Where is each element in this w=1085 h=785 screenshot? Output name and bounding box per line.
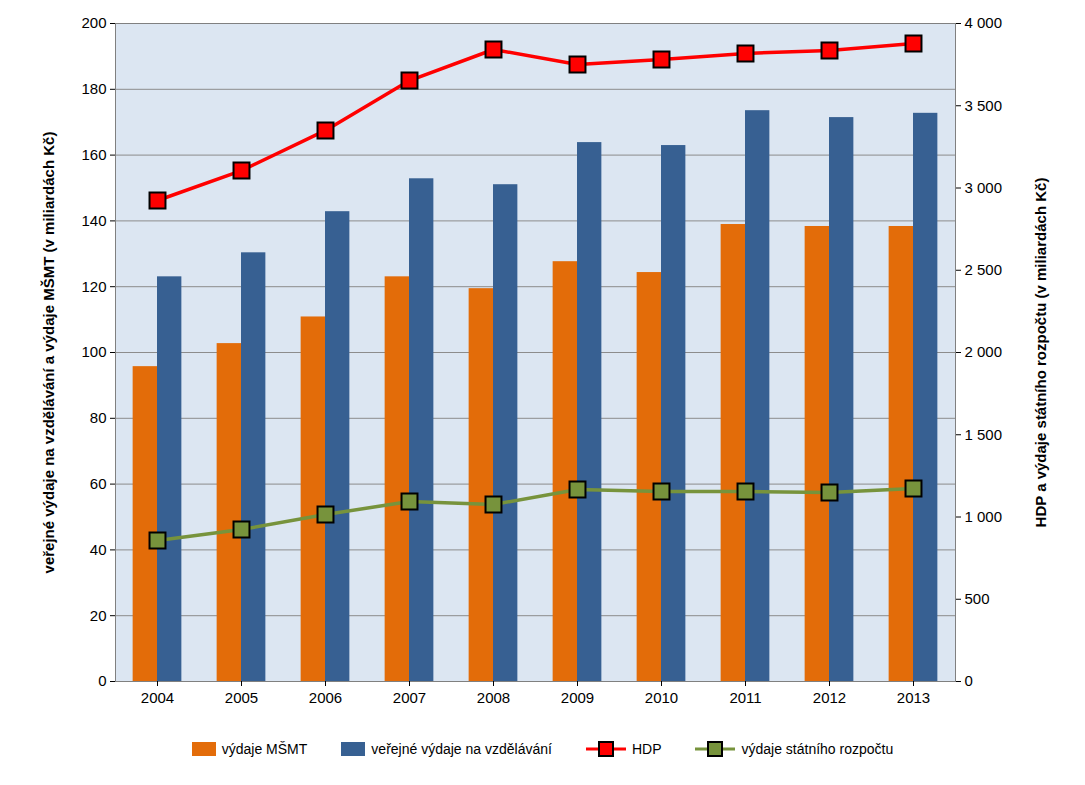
svg-text:2008: 2008: [477, 689, 510, 706]
svg-text:2004: 2004: [141, 689, 174, 706]
svg-text:veřejné výdaje na vzdělávání a: veřejné výdaje na vzdělávání a výdaje MŠ…: [40, 132, 57, 574]
svg-text:80: 80: [90, 409, 107, 426]
svg-text:2007: 2007: [393, 689, 426, 706]
svg-text:200: 200: [81, 14, 106, 31]
svg-text:2013: 2013: [897, 689, 930, 706]
html-text:veřejné výdaje na vzdělávání: veřejné výdaje na vzdělávání: [371, 741, 552, 757]
svg-text:500: 500: [965, 590, 990, 607]
html-text:výdaje státního rozpočtu: výdaje státního rozpočtu: [741, 741, 894, 757]
svg-text:160: 160: [81, 146, 106, 163]
svg-text:2006: 2006: [309, 689, 342, 706]
svg-text:2009: 2009: [561, 689, 594, 706]
svg-text:0: 0: [98, 672, 106, 689]
svg-text:1 000: 1 000: [965, 508, 1003, 525]
svg-text:2005: 2005: [225, 689, 258, 706]
svg-text:2010: 2010: [645, 689, 678, 706]
svg-text:20: 20: [90, 607, 107, 624]
svg-text:3 500: 3 500: [965, 97, 1003, 114]
svg-text:140: 140: [81, 212, 106, 229]
html-text:HDP: HDP: [631, 741, 662, 757]
svg-text:1 500: 1 500: [965, 426, 1003, 443]
svg-text:100: 100: [81, 343, 106, 360]
svg-text:4 000: 4 000: [965, 14, 1003, 31]
svg-text:0: 0: [965, 672, 973, 689]
svg-text:120: 120: [81, 278, 106, 295]
svg-text:2 000: 2 000: [965, 343, 1003, 360]
svg-text:2 500: 2 500: [965, 261, 1003, 278]
html-text:výdaje MŠMT: výdaje MŠMT: [221, 741, 308, 757]
svg-text:3 000: 3 000: [965, 179, 1003, 196]
svg-text:2012: 2012: [813, 689, 846, 706]
svg-text:HDP a výdaje státního rozpočtu: HDP a výdaje státního rozpočtu (v miliar…: [1032, 178, 1049, 528]
svg-text:40: 40: [90, 541, 107, 558]
svg-text:2011: 2011: [729, 689, 761, 706]
svg-text:180: 180: [81, 80, 106, 97]
svg-text:60: 60: [90, 475, 107, 492]
